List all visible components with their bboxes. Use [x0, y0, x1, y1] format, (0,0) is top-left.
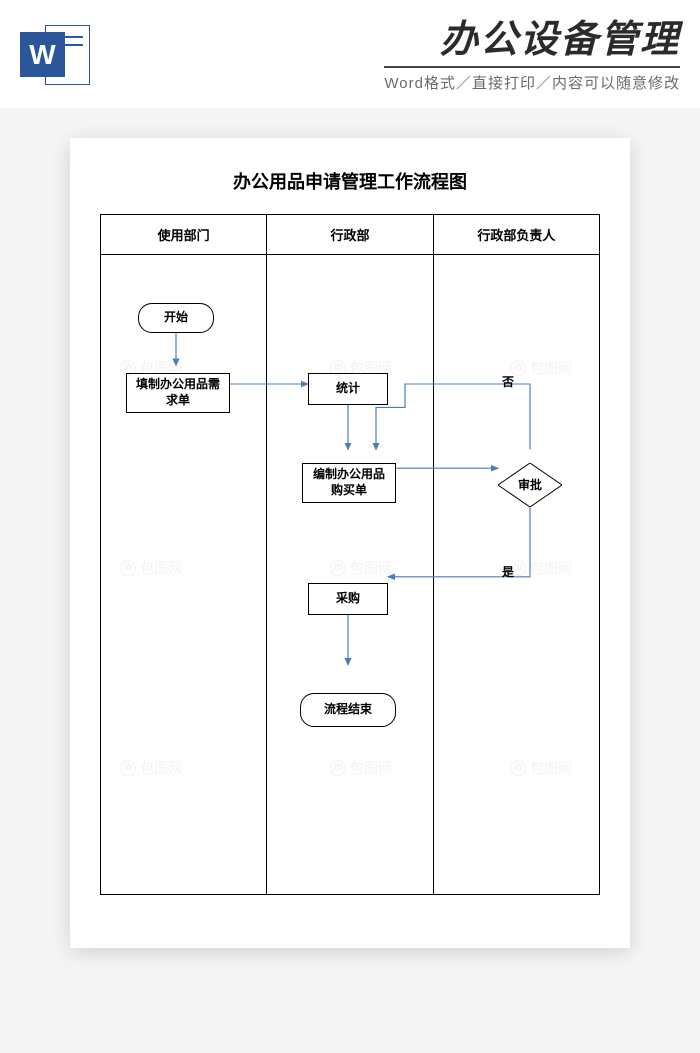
page-header: W 办公设备管理 Word格式／直接打印／内容可以随意修改	[0, 0, 700, 108]
flow-node-fill: 填制办公用品需求单	[126, 373, 230, 413]
flow-node-purchase: 采购	[308, 583, 388, 615]
flow-node-start: 开始	[138, 303, 214, 333]
header-title: 办公设备管理	[105, 20, 680, 62]
flowchart-area: 开始填制办公用品需求单 统计编制办公用品购买单 审批采购流程结束 是 否	[100, 253, 600, 908]
lane-header-1: 使用部门	[101, 214, 267, 254]
lane-header-2: 行政部	[267, 214, 433, 254]
flow-node-stat: 统计	[308, 373, 388, 405]
document-wrapper: 办公用品申请管理工作流程图 使用部门 行政部 行政部负责人	[0, 108, 700, 988]
flow-node-compile: 编制办公用品购买单	[302, 463, 396, 503]
document-title: 办公用品申请管理工作流程图	[100, 168, 600, 194]
flow-node-approve: 审批	[498, 463, 562, 507]
header-text-block: 办公设备管理 Word格式／直接打印／内容可以随意修改	[105, 20, 680, 93]
word-icon-letter: W	[20, 32, 65, 77]
header-subtitle: Word格式／直接打印／内容可以随意修改	[384, 66, 680, 93]
edge-label-是: 是	[502, 563, 514, 580]
lane-header-3: 行政部负责人	[433, 214, 599, 254]
flow-node-end: 流程结束	[300, 693, 396, 727]
edge-label-否: 否	[502, 373, 514, 390]
flowchart-connectors	[100, 253, 600, 908]
word-document-preview: 办公用品申请管理工作流程图 使用部门 行政部 行政部负责人	[70, 138, 630, 948]
word-icon: W	[20, 20, 90, 90]
